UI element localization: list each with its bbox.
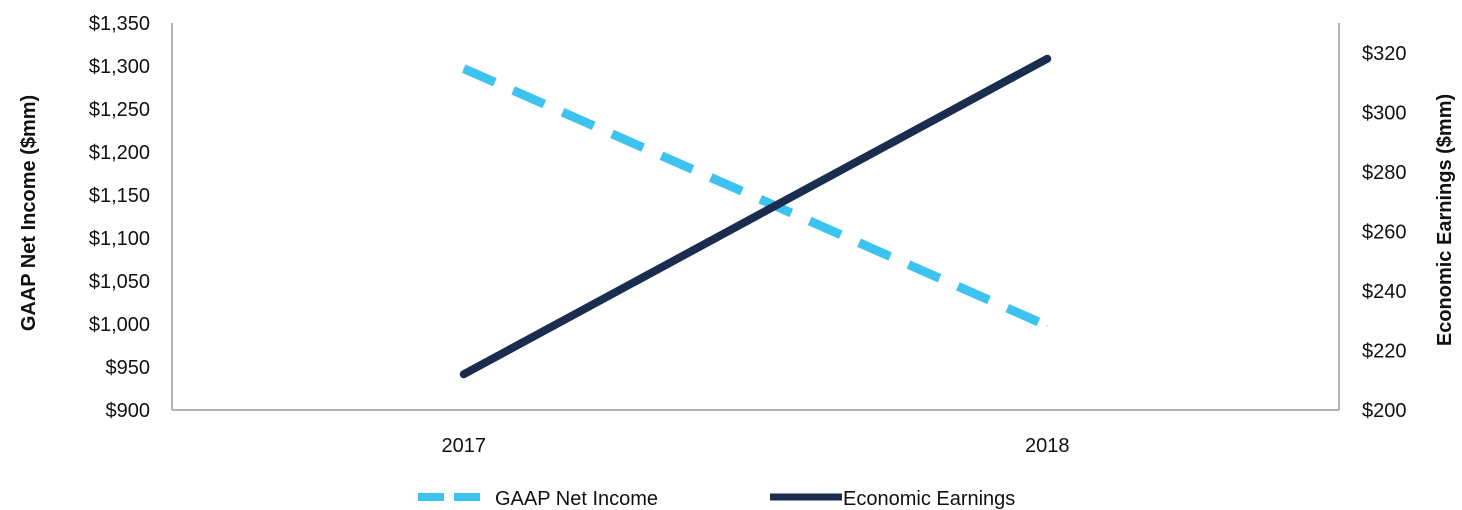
series-layer <box>459 54 1052 379</box>
right-y-tick-label: $220 <box>1362 340 1407 362</box>
series-0-point-0 <box>463 68 465 70</box>
right-y-tick-label: $240 <box>1362 281 1407 303</box>
plot-frame <box>171 23 1340 411</box>
left-y-tick-label: $950 <box>106 357 151 379</box>
left-y-tick-label: $900 <box>106 400 151 422</box>
economic-earnings-line <box>459 54 1052 379</box>
left-y-tick-label: $1,050 <box>89 271 150 293</box>
left-y-tick-label: $1,100 <box>89 228 150 250</box>
x-tick-label: 2017 <box>442 435 487 457</box>
left-y-tick-label: $1,000 <box>89 314 150 336</box>
left-y-tick-label: $1,200 <box>89 142 150 164</box>
right-y-tick-label: $300 <box>1362 102 1407 124</box>
legend-item: GAAP Net Income <box>418 488 658 510</box>
x-tick-label: 2018 <box>1025 435 1070 457</box>
right-y-tick-label: $260 <box>1362 221 1407 243</box>
legend-label: GAAP Net Income <box>495 488 658 510</box>
right-axis-title: Economic Earnings ($mm) <box>1434 94 1456 346</box>
legend-item: Economic Earnings <box>770 488 1015 510</box>
left-y-tick-label: $1,150 <box>89 185 150 207</box>
left-y-ticks: $900 $950 $1,000 $1,050 $1,100 $1,150 $1,200 $1… <box>89 13 150 422</box>
left-y-tick-label: $1,350 <box>89 13 150 35</box>
right-y-tick-label: $200 <box>1362 400 1407 422</box>
series-1-point-1 <box>1046 58 1048 60</box>
x-axis-ticks: 2017 2018 <box>442 435 1070 457</box>
right-y-tick-label: $280 <box>1362 162 1407 184</box>
left-y-tick-label: $1,250 <box>89 99 150 121</box>
right-y-ticks: $200 $220 $240 $260 $280 $300 $320 <box>1362 43 1407 422</box>
left-axis-title: GAAP Net Income ($mm) <box>18 95 40 331</box>
legend: GAAP Net Income Economic Earnings <box>418 488 1015 510</box>
legend-label: Economic Earnings <box>843 488 1015 510</box>
left-y-tick-label: $1,300 <box>89 56 150 78</box>
right-y-tick-label: $320 <box>1362 43 1407 65</box>
series-1-point-0 <box>463 373 465 375</box>
series-0-point-1 <box>1046 325 1048 327</box>
